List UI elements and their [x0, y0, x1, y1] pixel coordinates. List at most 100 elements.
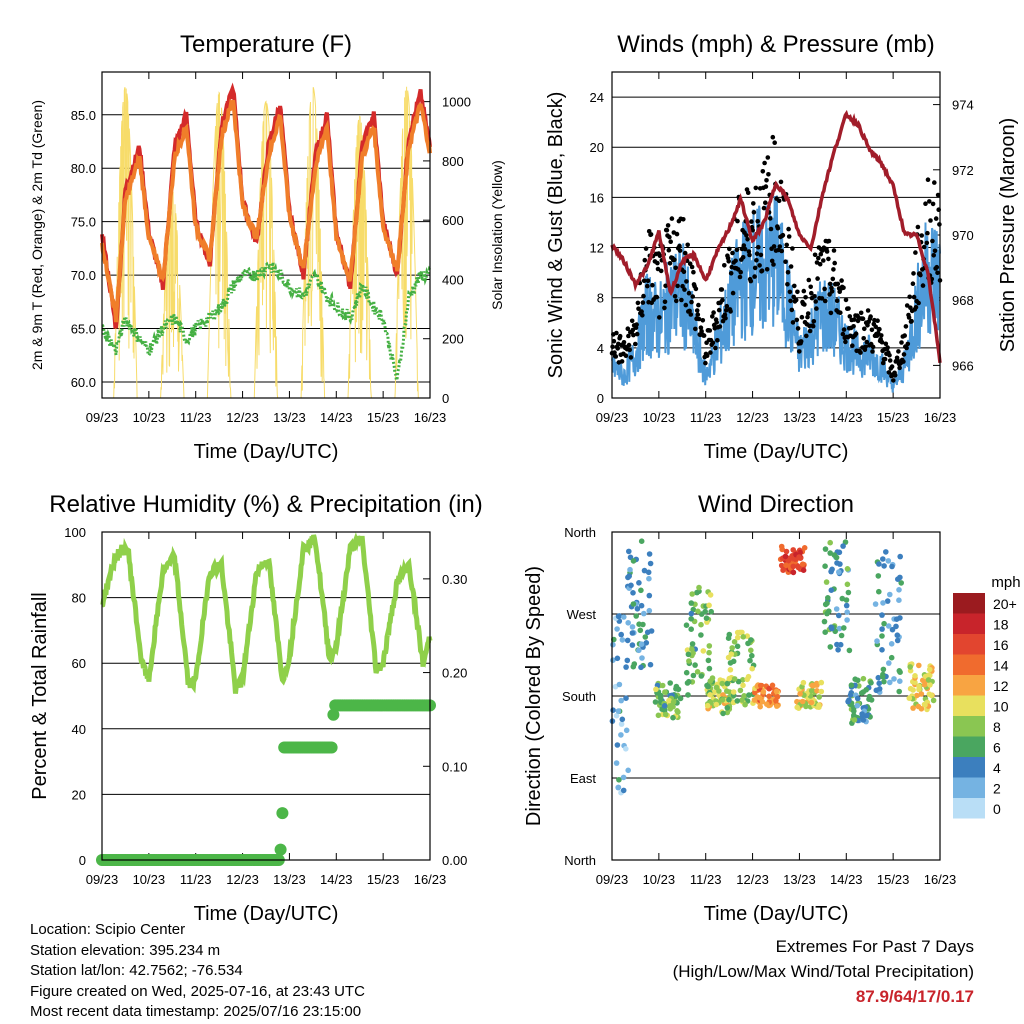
direction-point: [630, 601, 637, 607]
gust-point: [818, 251, 824, 257]
direction-point: [643, 640, 650, 646]
gust-point: [714, 320, 719, 325]
gust-point: [822, 286, 827, 292]
direction-point: [614, 742, 621, 748]
gust-point: [738, 269, 743, 275]
gust-point: [617, 333, 623, 339]
y2-tick-label: 0.10: [442, 759, 467, 774]
direction-point: [834, 560, 840, 566]
direction-point: [880, 556, 886, 562]
gust-point: [695, 312, 701, 317]
direction-point: [683, 669, 690, 676]
direction-point: [854, 695, 861, 702]
gust-point: [749, 219, 754, 224]
direction-point: [662, 689, 668, 695]
direction-point: [896, 587, 902, 593]
direction-point: [688, 626, 694, 632]
direction-point: [835, 647, 841, 653]
direction-point: [638, 538, 645, 544]
direction-point: [702, 608, 708, 615]
y-tick-label: 12: [590, 241, 604, 256]
direction-point: [647, 661, 654, 668]
gust-point: [754, 251, 760, 256]
direction-point: [836, 625, 843, 632]
gust-point: [684, 279, 689, 284]
direction-point: [675, 709, 681, 715]
direction-point: [766, 693, 772, 700]
gust-point: [708, 350, 713, 355]
gust-point: [645, 278, 651, 284]
plot-frame: [611, 531, 941, 861]
y-tick-label: North: [564, 853, 596, 868]
direction-point: [666, 697, 672, 704]
gust-point: [631, 332, 636, 338]
direction-point: [642, 634, 649, 640]
y-tick-label: 60: [72, 656, 86, 671]
direction-point: [692, 662, 698, 668]
y-tick-label: 4: [597, 341, 604, 356]
gust-point: [790, 320, 796, 325]
direction-point: [868, 680, 874, 686]
gust-point: [790, 246, 795, 251]
gust-point: [843, 297, 849, 303]
gust-point: [831, 248, 837, 253]
direction-point: [914, 692, 920, 699]
direction-point: [887, 679, 893, 686]
x-axis-label: Time (Day/UTC): [704, 441, 849, 463]
direction-point: [859, 711, 865, 717]
direction-point: [709, 675, 716, 681]
direction-point: [618, 631, 624, 638]
legend-swatch: [953, 798, 985, 819]
legend-swatch: [953, 593, 985, 614]
gust-point: [860, 316, 866, 322]
direction-point: [740, 634, 747, 640]
gust-point: [693, 286, 699, 292]
gust-point: [733, 258, 738, 264]
direction-point: [783, 562, 789, 569]
series-pressure: [610, 109, 942, 364]
gust-point: [935, 270, 940, 276]
gust-point: [700, 318, 706, 323]
gust-point: [673, 265, 678, 271]
direction-point: [897, 615, 903, 621]
direction-point: [637, 627, 644, 634]
gust-point: [812, 252, 818, 258]
direction-point: [716, 688, 722, 694]
direction-point: [778, 543, 785, 550]
gust-point: [717, 324, 723, 329]
gust-point: [771, 262, 776, 267]
direction-point: [825, 595, 831, 601]
direction-point: [833, 606, 840, 612]
direction-point: [614, 655, 621, 662]
direction-point: [641, 610, 647, 617]
legend-swatch: [953, 613, 985, 634]
x-tick-label: 11/23: [180, 872, 212, 887]
precip-point: [327, 708, 340, 721]
direction-point: [848, 682, 855, 688]
direction-point: [706, 649, 712, 656]
gust-point: [623, 353, 629, 359]
direction-point: [726, 696, 732, 703]
direction-point: [627, 566, 633, 573]
direction-point: [879, 673, 886, 680]
gust-point: [886, 370, 892, 375]
y2-tick-label: 966: [952, 358, 974, 373]
gust-point: [839, 278, 844, 283]
gust-point: [787, 289, 793, 295]
direction-point: [646, 592, 653, 599]
gust-point: [930, 238, 935, 244]
extremes-values: 87.9/64/17/0.17: [855, 987, 974, 1006]
gust-point: [858, 310, 864, 316]
gust-point: [932, 248, 938, 254]
gust-point: [658, 268, 664, 274]
direction-point: [910, 687, 916, 693]
gust-point: [813, 299, 818, 304]
direction-point: [803, 703, 809, 710]
x-axis-label: Time (Day/UTC): [704, 903, 849, 925]
legend-label: 10: [993, 699, 1009, 715]
direction-point: [764, 701, 770, 707]
direction-point: [727, 660, 734, 666]
gust-point: [613, 354, 619, 359]
gust-point: [641, 293, 646, 299]
direction-point: [729, 645, 735, 651]
